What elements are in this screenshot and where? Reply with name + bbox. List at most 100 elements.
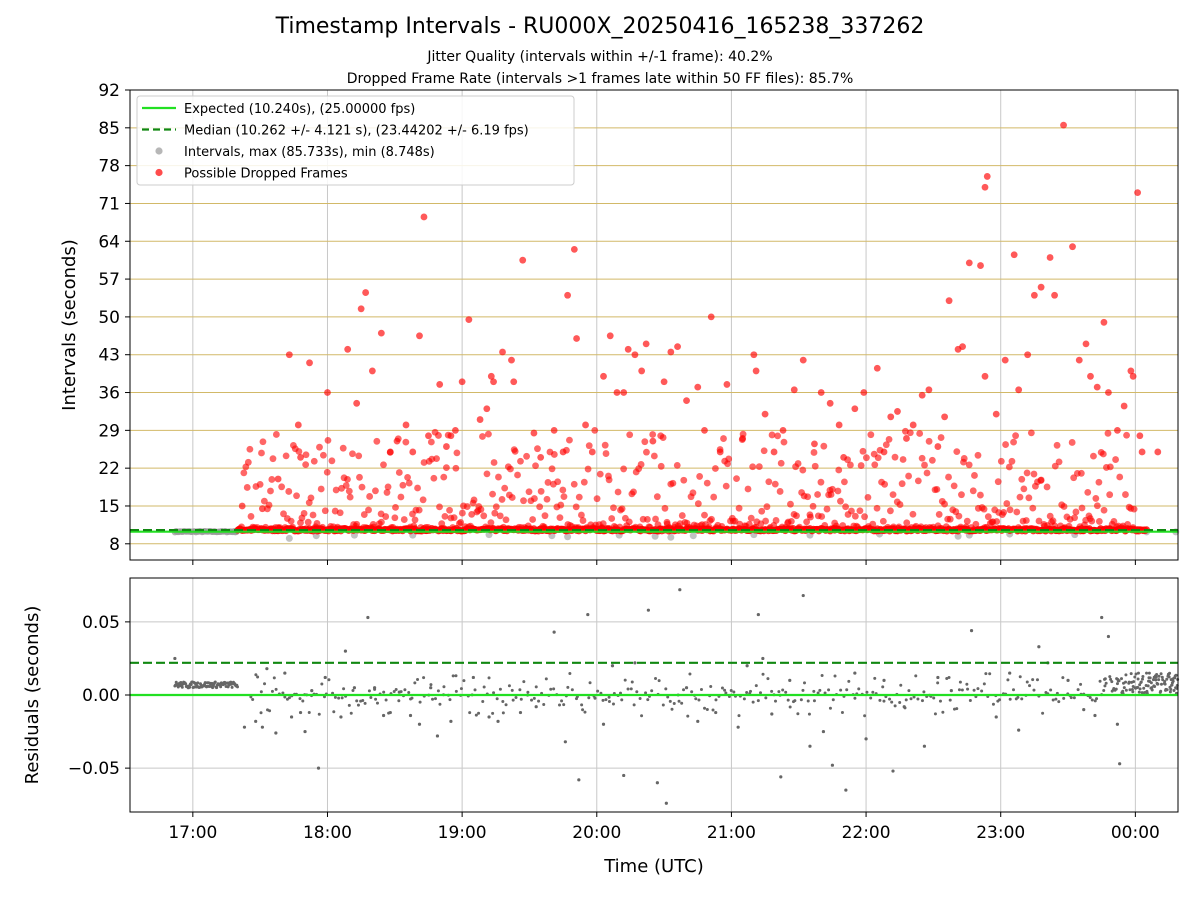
dropped-frame-point (550, 451, 558, 458)
dropped-frame-point (1003, 500, 1011, 507)
dropped-frame-point (941, 413, 949, 421)
dropped-frame-point (1018, 475, 1026, 483)
residual-point (215, 686, 219, 690)
dropped-frame-point (240, 469, 248, 477)
dropped-frame-point (556, 514, 564, 521)
residual-point (337, 696, 341, 700)
residual-point (1132, 680, 1136, 684)
dropped-frame-point (404, 473, 411, 481)
dropped-frame-point (383, 489, 391, 496)
dropped-frame-point (467, 522, 474, 530)
dropped-frame-point (366, 493, 374, 500)
residual-point (914, 674, 918, 678)
residual-point (1020, 697, 1024, 701)
dropped-frame-point (643, 448, 650, 456)
dropped-frame-point (285, 488, 293, 495)
residual-point (650, 689, 654, 693)
residual-point (655, 781, 659, 785)
residual-point (933, 712, 937, 716)
dropped-frame-point (959, 343, 966, 351)
dropped-frame-point (274, 475, 282, 483)
residual-point (770, 712, 774, 716)
dropped-frame-point (463, 503, 471, 510)
dropped-frame-point (846, 461, 854, 469)
residual-point (1018, 675, 1022, 679)
dropped-frame-point (605, 476, 613, 484)
residual-point (320, 682, 324, 686)
residual-point (251, 698, 255, 702)
residual-point (1140, 677, 1144, 681)
dropped-frame-point (882, 441, 890, 449)
residual-point (907, 689, 911, 693)
dropped-frame-point (1030, 470, 1038, 478)
residual-point (268, 709, 272, 713)
dropped-frame-point (443, 443, 450, 450)
residual-point (587, 696, 591, 700)
dropped-frame-point (1099, 450, 1107, 458)
residual-point (827, 688, 831, 692)
dropped-frame-point (752, 523, 760, 531)
dropped-frame-point (458, 378, 466, 386)
dropped-frame-point (531, 495, 538, 502)
residual-point (448, 698, 452, 702)
dropped-frame-point (507, 465, 514, 473)
dropped-frame-point (490, 378, 497, 386)
dropped-frame-point (963, 517, 971, 525)
dropped-frame-point (646, 523, 654, 531)
dropped-frame-point (540, 523, 548, 531)
dropped-frame-point (744, 485, 752, 493)
interval-point (689, 532, 697, 540)
dropped-frame-point (508, 356, 515, 364)
dropped-frame-point (399, 481, 407, 489)
top-y-tick-label: 64 (98, 232, 120, 252)
residual-point (711, 708, 715, 712)
residual-point (686, 714, 690, 718)
dropped-frame-point (313, 520, 321, 527)
residual-point (786, 698, 790, 702)
dropped-frame-point (1090, 452, 1097, 460)
dropped-frame-point (620, 389, 628, 396)
residual-point (1102, 688, 1106, 692)
dropped-frame-point (452, 464, 460, 472)
residual-point (801, 593, 805, 598)
dropped-frame-point (496, 512, 504, 520)
dropped-frame-point (811, 440, 818, 448)
residual-point (433, 697, 437, 701)
dropped-frame-point (457, 518, 465, 526)
dropped-frame-point (780, 438, 788, 446)
residual-point (657, 679, 661, 683)
residual-point (1169, 687, 1173, 691)
interval-point (285, 534, 293, 542)
dropped-frame-point (707, 313, 715, 321)
residual-point (766, 677, 770, 681)
dropped-frame-point (1122, 491, 1129, 498)
residual-point (518, 688, 522, 692)
residual-point (356, 703, 360, 707)
dropped-frame-point (974, 451, 982, 459)
dropped-frame-point (1130, 505, 1138, 513)
residual-point (184, 682, 188, 686)
residual-point (754, 684, 758, 688)
residual-point (1136, 677, 1140, 681)
residual-point (709, 684, 713, 688)
dropped-frame-point (386, 448, 394, 456)
dropped-frame-point (306, 359, 313, 367)
residual-point (668, 699, 672, 703)
residual-point (367, 689, 371, 693)
dropped-frame-point (837, 497, 844, 505)
dropped-frame-point (468, 510, 476, 518)
residual-point (549, 687, 553, 691)
residual-point (1061, 676, 1065, 680)
top-y-tick-label: 29 (98, 421, 120, 441)
dropped-frame-point (1060, 503, 1068, 510)
dropped-frame-point (433, 455, 440, 462)
dropped-frame-point (895, 523, 903, 531)
dropped-frame-point (342, 482, 350, 489)
residual-point (820, 673, 824, 677)
dropped-frame-point (317, 485, 325, 493)
residual-point (994, 715, 998, 719)
dropped-frame-point (984, 513, 992, 521)
dropped-frame-point (650, 452, 658, 460)
residual-point (945, 677, 949, 681)
